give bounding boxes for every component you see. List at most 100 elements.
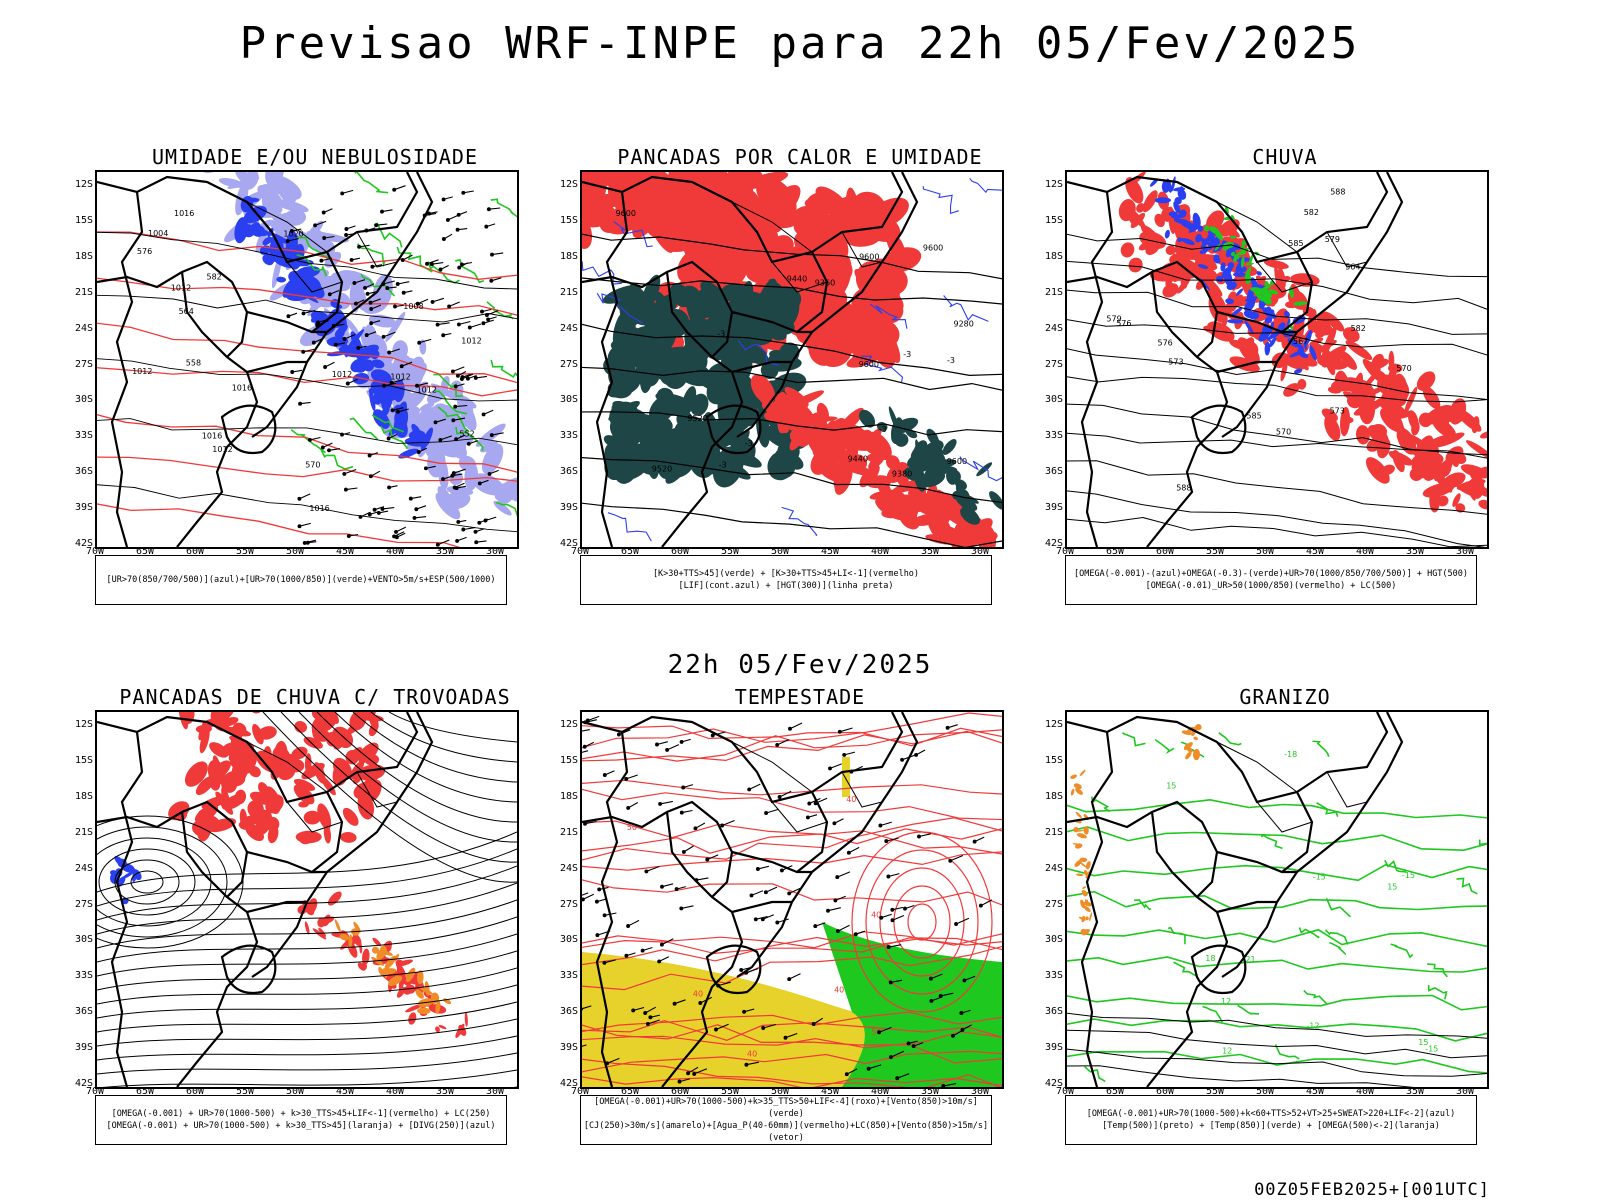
contour-label: 9600 [859, 253, 879, 262]
lon-tick-label: 35W [1405, 1086, 1425, 1097]
contour-label: 582 [1351, 324, 1366, 333]
lat-tick-label: 42S [74, 538, 93, 549]
lat-tick-label: 30S [559, 934, 578, 946]
lat-tick-label: 21S [559, 826, 578, 838]
contour-label: 579 [1106, 315, 1121, 324]
lon-tick-label: 45W [335, 546, 355, 557]
legend-box: [K>30+TTS>45](verde) + [K>30+TTS>45+LI<-… [580, 555, 992, 605]
state-borders [1216, 741, 1368, 833]
lon-tick-label: 40W [385, 546, 405, 557]
lat-tick-label: 36S [559, 1006, 578, 1018]
lon-tick-label: 65W [135, 546, 155, 557]
lat-tick-label: 15S [1044, 214, 1063, 226]
map-trovoadas [95, 710, 519, 1089]
lat-tick-label: 27S [1044, 358, 1063, 370]
lat-tick-label: 24S [1044, 862, 1063, 874]
lon-tick-label: 50W [285, 1086, 305, 1097]
lat-tick-label: 12S [559, 179, 578, 190]
contour-label: 573 [1168, 358, 1183, 367]
contour-label: 1016 [309, 504, 329, 513]
lat-tick-label: 27S [559, 358, 578, 370]
run-footer: 00Z05FEB2025+[001UTC] [1254, 1180, 1490, 1200]
country-borders [1067, 172, 1404, 547]
lon-tick-label: 40W [1355, 1086, 1375, 1097]
lat-tick-label: 12S [559, 719, 578, 730]
lat-tick-label: 33S [559, 430, 578, 442]
contour-label: 588 [1176, 484, 1191, 493]
contour-label: 585 [1246, 411, 1261, 420]
lat-tick-label: 39S [74, 1042, 93, 1054]
contour-label: 21 [1245, 955, 1255, 964]
lat-tick-label: 33S [1044, 430, 1063, 442]
contour-label: 40 [834, 985, 844, 994]
lat-tick-label: 24S [1044, 322, 1063, 334]
lon-tick-label: 55W [1205, 1086, 1225, 1097]
contour-label: 9600 [947, 457, 967, 466]
lat-tick-label: 18S [559, 250, 578, 262]
lat-tick-label: 30S [1044, 394, 1063, 406]
storm-red-areas [168, 712, 386, 845]
lat-tick-label: 21S [74, 826, 93, 838]
lat-tick-label: 33S [559, 970, 578, 982]
contour-label: 564 [1345, 262, 1360, 271]
omega-orange-areas [1070, 769, 1093, 936]
panel-title: UMIDADE E/OU NEBULOSIDADE [151, 145, 479, 169]
legend-line: [OMEGA(-0.01)_UR>50(1000/850)(vermelho) … [1145, 581, 1397, 591]
contour-label: 9520 [687, 414, 707, 423]
lat-tick-label: 30S [559, 394, 578, 406]
legend-line: [LIF](cont.azul) + [HGT(300)](linha pret… [678, 581, 894, 591]
contour-label: 9380 [892, 470, 912, 479]
lat-tick-label: 42S [559, 1078, 578, 1089]
lat-tick-label: 24S [74, 322, 93, 334]
contour-label: 9280 [954, 320, 974, 329]
contour-label: 50 [627, 823, 637, 832]
panel-title: CHUVA [1252, 145, 1318, 169]
lat-tick-label: 15S [1044, 754, 1063, 766]
lat-tick-label: 36S [74, 466, 93, 478]
jet-stream-patch [842, 757, 850, 797]
contour-label: 1012 [171, 284, 191, 293]
lon-tick-label: 70W [85, 1086, 105, 1097]
contour-label: 1012 [461, 336, 481, 345]
lat-tick-label: 18S [559, 790, 578, 802]
lat-tick-label: 21S [74, 286, 93, 298]
wind-vectors [582, 715, 993, 1087]
contour-label: 40 [747, 1050, 757, 1059]
lon-tick-label: 40W [385, 1086, 405, 1097]
green-instability-area [602, 274, 812, 488]
lat-tick-label: 18S [1044, 250, 1063, 262]
lat-tick-label: 18S [74, 790, 93, 802]
legend-line: [OMEGA(-0.001)-(azul)+OMEGA(-0.3)-(verde… [1073, 569, 1469, 579]
panel-umidade: UMIDADE E/OU NEBULOSIDADE 12S 15S 18S 21S 24S… [65, 145, 565, 625]
state-borders [731, 741, 883, 833]
state-borders [1216, 201, 1368, 293]
lat-tick-label: 24S [559, 322, 578, 334]
lon-tick-label: 50W [1255, 546, 1275, 557]
lon-tick-label: 30W [1455, 546, 1475, 557]
lon-tick-label: 45W [1305, 1086, 1325, 1097]
contour-label: 18 [1205, 954, 1215, 963]
contour-label: 552 [459, 430, 474, 439]
contour-label: 570 [305, 461, 320, 470]
legend-box: [OMEGA(-0.001)-(azul)+OMEGA(-0.3)-(verde… [1065, 555, 1477, 605]
contour-label: 1012 [212, 445, 232, 454]
contour-label: -3 [947, 356, 955, 365]
panel-title: TEMPESTADE [734, 685, 866, 709]
lon-tick-label: 45W [1305, 546, 1325, 557]
lon-tick-label: 30W [485, 1086, 505, 1097]
contour-label: 1016 [174, 209, 194, 218]
lon-tick-label: 60W [670, 546, 690, 557]
contour-label: 1008 [403, 302, 423, 311]
panel-trovoadas: PANCADAS DE CHUVA C/ TROVOADAS 12S 15S 18S 2… [65, 685, 565, 1165]
contour-label: 1012 [417, 386, 437, 395]
lat-tick-label: 27S [74, 898, 93, 910]
legend-line: [UR>70(850/700/500)](azul)+[UR>70(1000/8… [106, 575, 496, 585]
lat-tick-label: 30S [74, 934, 93, 946]
lon-tick-label: 40W [870, 1086, 890, 1097]
lat-tick-label: 12S [1044, 719, 1063, 730]
lat-tick-label: 21S [1044, 286, 1063, 298]
contour-label: -15 [1425, 1045, 1438, 1054]
streamlines-250hpa [97, 712, 517, 1087]
lon-tick-label: 60W [1155, 546, 1175, 557]
lon-tick-label: 50W [770, 1086, 790, 1097]
